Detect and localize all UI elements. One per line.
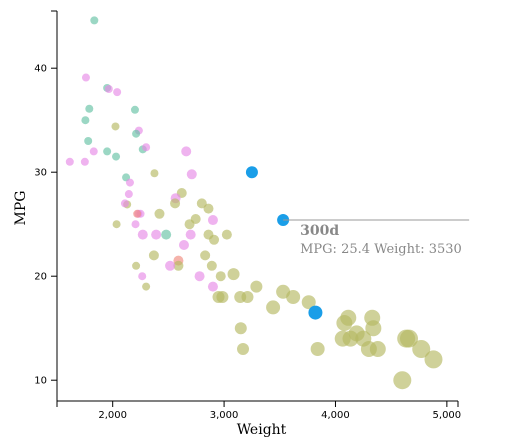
data-point[interactable]: [137, 229, 148, 240]
tooltip-detail: MPG: 25.4 Weight: 3530: [300, 242, 462, 257]
data-point[interactable]: [412, 340, 431, 358]
data-point[interactable]: [112, 220, 121, 229]
data-point[interactable]: [113, 88, 122, 97]
data-point[interactable]: [111, 122, 120, 131]
data-point[interactable]: [173, 260, 184, 271]
data-point[interactable]: [130, 105, 139, 114]
y-axis-title: MPG: [13, 191, 29, 226]
y-axis: 10 20 30 40: [34, 10, 58, 401]
data-point[interactable]: [207, 215, 218, 226]
data-point[interactable]: [178, 240, 189, 250]
data-point[interactable]: [221, 229, 232, 240]
data-point[interactable]: [206, 260, 217, 271]
data-point[interactable]: [165, 260, 176, 271]
data-point[interactable]: [250, 280, 263, 293]
data-point[interactable]: [234, 322, 247, 335]
data-point[interactable]: [80, 157, 89, 166]
data-point[interactable]: [132, 129, 141, 138]
data-point[interactable]: [104, 85, 113, 93]
data-point[interactable]: [194, 271, 205, 282]
data-point[interactable]: [209, 234, 220, 245]
data-point[interactable]: [241, 291, 254, 303]
data-point[interactable]: [154, 208, 165, 219]
data-point[interactable]: [89, 147, 98, 156]
data-point[interactable]: [85, 104, 94, 113]
data-point[interactable]: [245, 166, 258, 179]
x-tick-label: 5,000: [433, 410, 462, 421]
data-point[interactable]: [138, 272, 147, 281]
data-point[interactable]: [200, 250, 211, 261]
data-point[interactable]: [365, 320, 382, 337]
y-tick-label: 40: [34, 64, 47, 75]
x-tick-label: 3,000: [210, 410, 239, 421]
data-points: [65, 16, 443, 390]
data-point[interactable]: [170, 198, 181, 209]
data-point[interactable]: [186, 169, 197, 180]
y-tick-label: 30: [34, 168, 47, 179]
data-point[interactable]: [308, 305, 323, 320]
data-point[interactable]: [227, 268, 240, 281]
data-point[interactable]: [181, 146, 192, 157]
y-tick-label: 10: [34, 376, 47, 387]
data-point[interactable]: [185, 229, 196, 240]
x-axis: 2,000 3,000 4,000 5,000: [56, 400, 462, 421]
tooltip-name: 300d: [300, 223, 339, 239]
data-point[interactable]: [215, 271, 226, 282]
data-point[interactable]: [342, 330, 359, 347]
data-point[interactable]: [237, 343, 250, 355]
data-point[interactable]: [216, 291, 229, 303]
data-point[interactable]: [161, 229, 172, 240]
data-point[interactable]: [65, 157, 74, 166]
data-point[interactable]: [301, 295, 316, 310]
data-point[interactable]: [151, 229, 162, 240]
data-point[interactable]: [131, 220, 140, 229]
data-point[interactable]: [142, 143, 151, 152]
data-point[interactable]: [399, 329, 418, 348]
data-point[interactable]: [103, 147, 112, 156]
data-point[interactable]: [340, 309, 357, 326]
x-axis-title: Weight: [237, 422, 287, 438]
x-tick-label: 4,000: [321, 410, 350, 421]
data-point[interactable]: [125, 178, 134, 187]
data-point[interactable]: [133, 209, 142, 218]
data-point[interactable]: [112, 152, 121, 161]
data-point[interactable]: [203, 203, 214, 214]
tooltip: 300d MPG: 25.4 Weight: 3530: [283, 219, 470, 257]
data-point[interactable]: [124, 190, 133, 199]
data-point[interactable]: [142, 282, 151, 291]
data-point[interactable]: [81, 116, 90, 125]
data-point[interactable]: [286, 290, 301, 304]
data-point[interactable]: [150, 169, 159, 178]
data-point[interactable]: [132, 261, 141, 270]
data-point[interactable]: [424, 350, 443, 369]
data-point[interactable]: [266, 300, 281, 315]
data-point[interactable]: [369, 341, 386, 357]
data-point[interactable]: [90, 16, 99, 25]
data-point[interactable]: [120, 199, 129, 208]
data-point[interactable]: [184, 219, 195, 230]
data-point[interactable]: [393, 371, 412, 390]
x-tick-label: 2,000: [98, 410, 127, 421]
data-point[interactable]: [148, 250, 159, 261]
y-tick-label: 20: [34, 272, 47, 283]
data-point[interactable]: [84, 137, 93, 145]
data-point[interactable]: [207, 281, 218, 292]
data-point[interactable]: [310, 342, 325, 356]
data-point[interactable]: [81, 73, 90, 82]
